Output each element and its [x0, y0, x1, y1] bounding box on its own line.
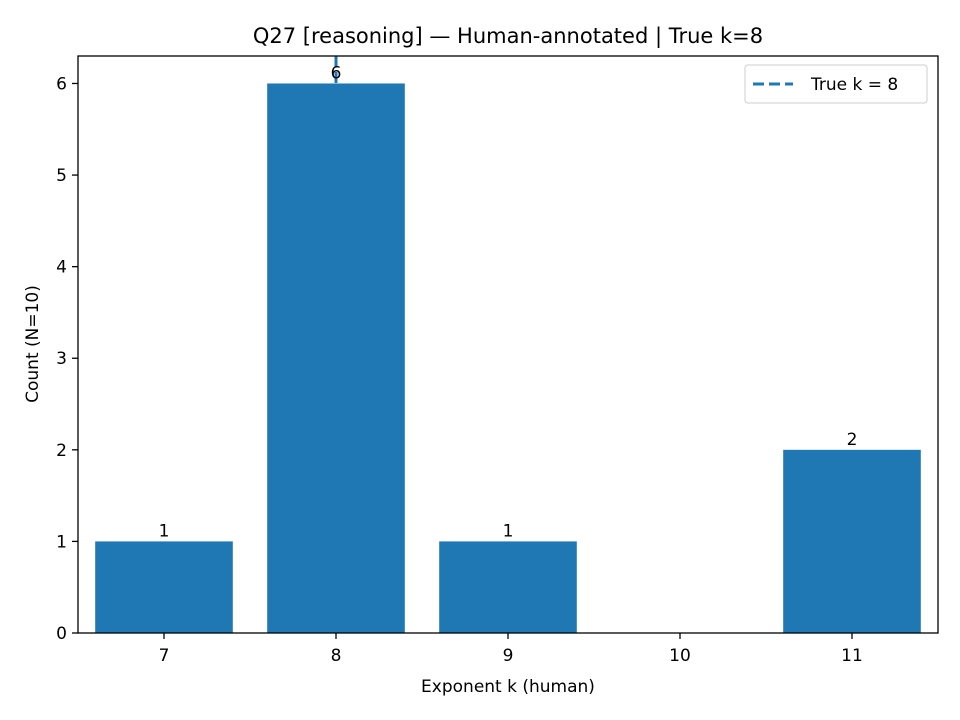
y-tick-label-5: 5: [56, 166, 67, 186]
bar-value-label-k-9: 1: [503, 521, 514, 541]
y-axis-label: Count (N=10): [23, 285, 43, 403]
x-tick-label-7: 7: [159, 646, 170, 666]
bars-layer: [95, 83, 921, 633]
x-axis-label: Exponent k (human): [421, 677, 595, 697]
legend-entry-true-k: True k = 8: [810, 75, 898, 95]
y-tick-label-2: 2: [56, 441, 67, 461]
y-tick-label-4: 4: [56, 258, 67, 278]
legend-box: [744, 64, 928, 104]
bar-k-11: [783, 449, 921, 633]
bar-value-label-k-11: 2: [847, 430, 858, 450]
x-axis: 7 8 9 10 11: [159, 633, 863, 666]
y-tick-label-0: 0: [56, 624, 67, 644]
y-axis: 0 1 2 3 4 5 6: [56, 74, 78, 644]
y-tick-label-3: 3: [56, 349, 67, 369]
y-tick-label-1: 1: [56, 532, 67, 552]
x-tick-label-10: 10: [669, 646, 691, 666]
bar-value-label-k-7: 1: [159, 521, 170, 541]
bar-value-label-k-8: 6: [331, 63, 342, 83]
legend: True k = 8: [744, 64, 928, 104]
bar-k-7: [95, 541, 233, 633]
y-tick-label-6: 6: [56, 74, 67, 94]
bar-k-8: [267, 83, 405, 633]
x-tick-label-8: 8: [331, 646, 342, 666]
bar-k-9: [439, 541, 577, 633]
x-tick-label-11: 11: [841, 646, 863, 666]
x-tick-label-9: 9: [503, 646, 514, 666]
chart-title: Q27 [reasoning] — Human-annotated | True…: [253, 24, 763, 49]
